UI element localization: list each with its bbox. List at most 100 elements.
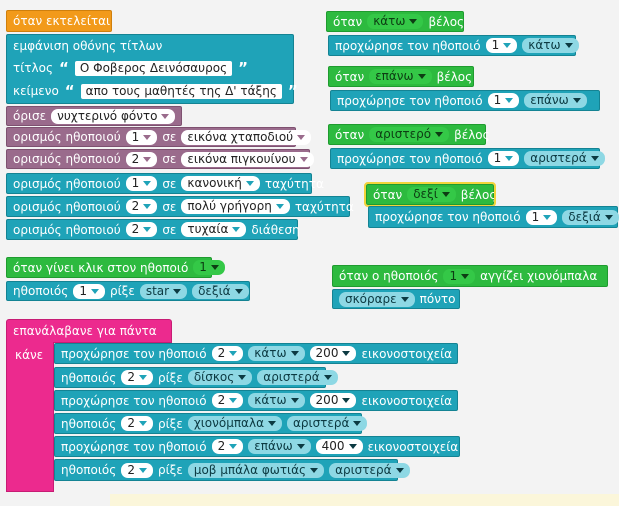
forever-loop-block[interactable]: επανάλαβανε για πάντα xyxy=(6,319,172,343)
pixels-label: εικονοστοιχεία xyxy=(367,439,459,454)
title-screen-label: εμφάνιση οθόνης τίτλων xyxy=(13,39,163,54)
direction-dropdown[interactable]: δεξιά xyxy=(192,283,249,299)
key-dropdown[interactable]: αριστερό xyxy=(369,127,450,142)
actor-dropdown[interactable]: 1 xyxy=(485,38,518,53)
actor-throw-block[interactable]: ηθοποιός 1 ρίξε star δεξιά xyxy=(6,281,250,301)
image-dropdown[interactable]: εικόνα πιγκουίνου xyxy=(181,151,314,167)
chevron-down-icon xyxy=(409,19,418,24)
actor-dropdown[interactable]: 2 xyxy=(211,393,244,408)
actor-dropdown[interactable]: 1 xyxy=(125,129,158,145)
speed-dropdown[interactable]: πολύ γρήγορη xyxy=(181,199,290,214)
chevron-down-icon xyxy=(297,134,306,140)
when-up-arrow-hat[interactable]: όταν επάνω βέλος xyxy=(328,66,474,87)
show-title-screen-block[interactable]: εμφάνιση οθόνης τίτλων τίτλος “ Ο Φοβερο… xyxy=(6,34,298,104)
chevron-down-icon xyxy=(143,156,152,162)
key-dropdown[interactable]: δεξί xyxy=(407,187,456,202)
direction-dropdown[interactable]: κάτω xyxy=(248,346,305,361)
actor-dropdown[interactable]: 2 xyxy=(121,416,153,431)
item-dropdown[interactable]: χιονόμπαλα xyxy=(187,416,282,431)
actor-dropdown[interactable]: 1 xyxy=(487,93,520,108)
direction-dropdown[interactable]: επάνω xyxy=(524,93,587,108)
set-actor-label: ορισμός ηθοποιού xyxy=(13,222,121,237)
when-actor-touches-hat[interactable]: όταν ο ηθοποιός 1 αγγίζει χιονόμπαλα xyxy=(332,265,608,287)
move-actor-pixels-block[interactable]: προχώρησε τον ηθοποιό 2 κάτω 200 εικονοσ… xyxy=(54,343,458,364)
close-quote-icon: ” xyxy=(238,59,248,78)
chevron-down-icon xyxy=(572,98,581,103)
set-actor-image-block[interactable]: ορισμός ηθοποιού 1 σε εικόνα χταποδιού xyxy=(6,127,312,147)
actor-dropdown[interactable]: 2 xyxy=(121,370,153,385)
move-actor-block[interactable]: προχώρησε τον ηθοποιό 1 επάνω xyxy=(330,90,600,111)
amount-dropdown[interactable]: 200 xyxy=(309,393,357,408)
actor-throw-block[interactable]: ηθοποιός 2 ρίξε χιονόμπαλα αριστερά xyxy=(54,413,368,434)
set-actor-image-block[interactable]: ορισμός ηθοποιού 2 σε εικόνα πιγκουίνου xyxy=(6,149,314,169)
speed-dropdown[interactable]: κανονική xyxy=(181,176,260,191)
direction-dropdown[interactable]: επάνω xyxy=(248,439,311,454)
chevron-down-icon xyxy=(564,43,573,48)
direction-dropdown[interactable]: κάτω xyxy=(248,393,305,408)
actor-dropdown[interactable]: 1 xyxy=(443,268,476,284)
actor-throw-block[interactable]: ηθοποιός 2 ρίξε μοβ μπάλα φωτιάς αριστερ… xyxy=(54,459,410,481)
actor-dropdown[interactable]: 2 xyxy=(125,151,158,167)
actor-throw-block[interactable]: ηθοποιός 2 ρίξε δίσκος αριστερά xyxy=(54,367,338,388)
background-dropdown[interactable]: νυχτερινό φόντο xyxy=(51,108,176,124)
actor-dropdown[interactable]: 2 xyxy=(121,462,153,478)
image-dropdown[interactable]: εικόνα χταποδιού xyxy=(181,129,312,145)
chevron-down-icon xyxy=(267,421,276,426)
set-background-block[interactable]: όρισε νυχτερινό φόντο xyxy=(6,106,182,126)
when-actor-clicked-hat[interactable]: όταν γίνει κλικ στον ηθοποιό 1 xyxy=(6,257,225,278)
touch-suffix-label: αγγίζει χιονόμπαλα xyxy=(480,269,598,283)
key-dropdown[interactable]: επάνω xyxy=(369,69,432,84)
set-actor-mood-block[interactable]: ορισμός ηθοποιού 2 σε τυχαία διάθεση xyxy=(6,219,300,240)
close-quote-icon: ” xyxy=(287,82,298,101)
chevron-down-icon xyxy=(417,74,426,79)
direction-dropdown[interactable]: αριστερά xyxy=(524,151,605,166)
actor-dropdown[interactable]: 1 xyxy=(125,176,158,191)
actor-dropdown[interactable]: 1 xyxy=(487,151,520,166)
move-actor-block[interactable]: προχώρησε τον ηθοποιό 1 δεξιά xyxy=(368,206,619,228)
set-actor-speed-block[interactable]: ορισμός ηθοποιού 1 σε κανονική ταχύτητα xyxy=(6,173,324,194)
score-block[interactable]: σκόραρε πόντο xyxy=(332,289,460,309)
key-dropdown[interactable]: κάτω xyxy=(367,14,424,29)
when-down-arrow-hat[interactable]: όταν κάτω βέλος xyxy=(326,11,464,32)
speed-label: ταχύτητα xyxy=(264,176,324,191)
actor-dropdown[interactable]: 2 xyxy=(211,346,244,361)
direction-dropdown[interactable]: αριστερά xyxy=(286,416,368,431)
when-left-arrow-hat[interactable]: όταν αριστερό βέλος xyxy=(328,124,490,145)
actor-dropdown[interactable]: 1 xyxy=(193,260,225,275)
when-right-arrow-hat[interactable]: όταν δεξί βέλος xyxy=(364,182,496,207)
chevron-down-icon xyxy=(238,375,247,380)
direction-dropdown[interactable]: αριστερά xyxy=(257,370,338,385)
speed-label: ταχύτητα xyxy=(294,199,354,214)
move-actor-pixels-block[interactable]: προχώρησε τον ηθοποιό 2 επάνω 400 εικονο… xyxy=(54,436,460,457)
set-actor-speed-block[interactable]: ορισμός ηθοποιού 2 σε πολύ γρήγορη ταχύτ… xyxy=(6,196,354,217)
title-text-input[interactable]: Ο Φοβερος Δεινόσαυρος xyxy=(74,60,233,76)
actor-dropdown[interactable]: 2 xyxy=(125,199,158,214)
move-actor-block[interactable]: προχώρησε τον ηθοποιό 1 κάτω xyxy=(328,35,579,56)
actor-dropdown[interactable]: 1 xyxy=(525,209,558,225)
mood-dropdown[interactable]: τυχαία xyxy=(181,222,247,237)
arrow-label: βέλος xyxy=(428,14,465,29)
when-run-hat[interactable]: όταν εκτελείται xyxy=(6,10,112,32)
set-actor-label: ορισμός ηθοποιού xyxy=(13,152,121,166)
actor-dropdown[interactable]: 2 xyxy=(211,439,244,454)
chevron-down-icon xyxy=(275,204,284,209)
throw-label: ρίξε xyxy=(109,284,135,298)
actor-dropdown[interactable]: 1 xyxy=(73,283,105,299)
chevron-down-icon xyxy=(161,113,170,119)
item-dropdown[interactable]: star xyxy=(139,283,188,299)
direction-dropdown[interactable]: κάτω xyxy=(522,38,579,53)
move-actor-block[interactable]: προχώρησε τον ηθοποιό 1 αριστερά xyxy=(330,148,605,169)
item-dropdown[interactable]: μοβ μπάλα φωτιάς xyxy=(187,462,325,478)
item-dropdown[interactable]: δίσκος xyxy=(187,370,253,385)
actor-label: ηθοποιός xyxy=(13,284,69,298)
points-label: πόντο xyxy=(419,292,456,306)
actor-dropdown[interactable]: 2 xyxy=(125,222,158,237)
amount-dropdown[interactable]: 200 xyxy=(309,346,357,361)
text-input[interactable]: απο τους μαθητές της Δ' τάξης xyxy=(80,83,282,99)
amount-dropdown[interactable]: 400 xyxy=(315,439,363,454)
direction-dropdown[interactable]: δεξιά xyxy=(562,209,619,225)
move-actor-pixels-block[interactable]: προχώρησε τον ηθοποιό 2 κάτω 200 εικονοσ… xyxy=(54,390,458,411)
direction-dropdown[interactable]: αριστερά xyxy=(329,462,410,478)
score-dropdown[interactable]: σκόραρε xyxy=(339,291,415,307)
move-label: προχώρησε τον ηθοποιό xyxy=(61,393,207,408)
